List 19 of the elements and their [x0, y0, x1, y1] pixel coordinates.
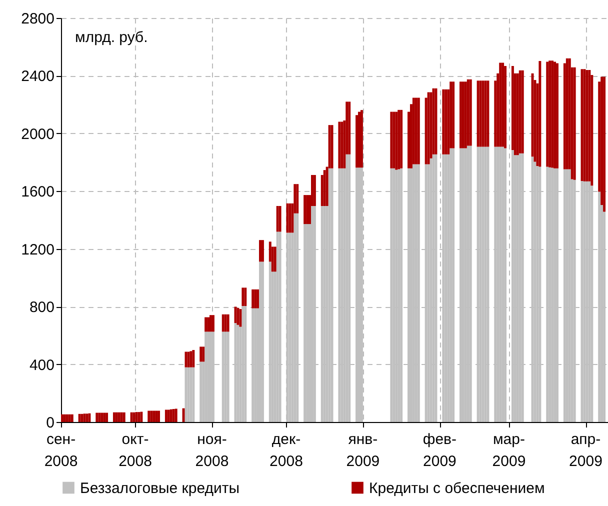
x-tick-label: фев- 2009: [422, 431, 457, 470]
x-tick-label: ноя- 2008: [195, 431, 229, 470]
y-tick-label: 2000: [21, 126, 54, 143]
y-tick-label: 2800: [21, 10, 54, 28]
y-tick-label: 800: [29, 299, 54, 316]
y-tick-label: 1200: [21, 241, 54, 258]
y-tick-label: 0: [46, 414, 54, 432]
x-tick-label: окт- 2008: [118, 431, 152, 470]
legend-label: Кредиты с обеспечением: [369, 480, 545, 497]
annotation: млрд. руб.: [75, 29, 148, 46]
x-tick-label: мар- 2009: [492, 431, 526, 470]
x-tick-label: сен- 2008: [44, 431, 78, 470]
y-tick-label: 1600: [21, 184, 54, 201]
x-tick-label: янв- 2009: [346, 431, 380, 470]
x-tick-label: дек- 2008: [270, 431, 303, 470]
legend-label: Беззалоговые кредиты: [80, 480, 240, 497]
x-tick-label: апр- 2009: [569, 431, 602, 470]
y-tick-label: 400: [29, 356, 54, 374]
y-tick-label: 2400: [21, 68, 54, 86]
